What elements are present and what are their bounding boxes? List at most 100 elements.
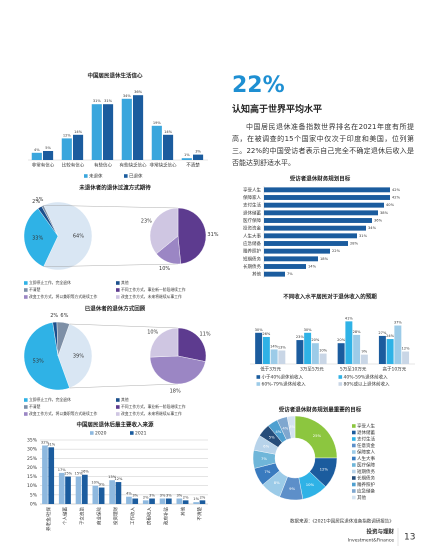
x-tick-label: 非常有信心 xyxy=(32,162,55,169)
value-label: 3% xyxy=(176,494,182,498)
bar xyxy=(319,353,327,364)
article: 22% 认知高于世界平均水平 中国居民退休准备指数世界排名在2021年度有所提高… xyxy=(232,74,414,169)
bar xyxy=(402,351,410,364)
legend-swatch xyxy=(352,469,356,474)
value-label: 3% xyxy=(149,494,155,498)
value-label: 64% xyxy=(73,234,84,240)
bar xyxy=(126,496,132,504)
y-tick-label: 15% xyxy=(27,474,38,480)
legend-label: 医疗保障 xyxy=(357,462,375,469)
bar xyxy=(121,98,132,160)
value-label: 10% xyxy=(306,482,315,487)
chart-title: 受访者退休财务规划目标 xyxy=(290,175,351,183)
bar xyxy=(264,210,378,216)
legend-label: 保障家人 xyxy=(357,449,375,456)
value-label: 9% xyxy=(289,486,295,491)
value-label: 16% xyxy=(81,470,90,474)
x-tick-label: 非常缺乏信心 xyxy=(150,162,177,169)
legend-swatch xyxy=(24,281,28,285)
bar xyxy=(43,151,54,160)
x-tick-label: 个人储蓄 xyxy=(62,507,69,525)
legend-swatch xyxy=(338,375,343,379)
bar xyxy=(132,498,139,504)
bar xyxy=(304,332,312,364)
y-tick-label: 赡养照护 xyxy=(243,248,261,255)
bar xyxy=(109,480,115,504)
legend-swatch xyxy=(352,430,356,435)
legend-swatch xyxy=(352,482,356,487)
value-label: 5% xyxy=(45,146,51,150)
bar xyxy=(31,152,42,160)
legend-swatch xyxy=(352,443,356,448)
legend-swatch xyxy=(24,398,28,402)
y-tick-label: 长期债务 xyxy=(243,263,261,270)
chart-title: 已退休者的退休方式回顾 xyxy=(85,305,146,313)
bar xyxy=(264,187,390,193)
legend-label: 立即停止工作，完全退休 xyxy=(29,397,71,402)
x-tick-label: 低于3万元 xyxy=(260,366,281,373)
heading: 认知高于世界平均水平 xyxy=(232,105,323,115)
connector xyxy=(69,323,179,329)
legend-label: 享受人生 xyxy=(357,423,375,430)
legend-swatch xyxy=(130,431,134,435)
x-tick-label: 养老金/社保 xyxy=(45,507,52,532)
value-label: 24% xyxy=(386,334,395,338)
legend-label: 40%-59%退休前收入 xyxy=(344,374,389,381)
value-label: 17% xyxy=(58,468,67,472)
bar xyxy=(58,472,65,504)
bar xyxy=(91,104,102,160)
y-tick-label: 短期债务 xyxy=(243,255,261,262)
value-label: 28% xyxy=(353,330,362,334)
bar xyxy=(394,325,402,364)
legend-label: 未退休 xyxy=(89,173,103,180)
value-label: 14% xyxy=(270,344,279,348)
value-label: 3% xyxy=(166,494,172,498)
stat: 22% xyxy=(232,73,285,98)
bar xyxy=(311,343,319,364)
value-label: 12% xyxy=(114,477,123,481)
x-tick-label: 不清楚 xyxy=(196,507,203,521)
value-label: 12% xyxy=(320,466,329,471)
value-label: 10% xyxy=(319,349,328,353)
body-text: 中国居民退休准备指数世界排名在2021年度有所提高，在被调查的15个国家中仅次于… xyxy=(232,123,414,167)
value-label: 6% xyxy=(263,444,269,449)
y-tick-label: 5% xyxy=(30,492,38,498)
bar xyxy=(92,485,99,504)
bar xyxy=(270,349,278,364)
value-label: 7% xyxy=(261,456,267,461)
value-label: 42% xyxy=(392,196,401,200)
value-label: 1% xyxy=(36,197,44,203)
bar xyxy=(264,256,318,262)
legend-label: 80%或以上退休前收入 xyxy=(344,381,391,388)
y-tick-label: 35% xyxy=(27,438,38,444)
value-label: 36% xyxy=(374,219,383,223)
pie-slice xyxy=(43,201,93,271)
y-tick-label: 投资资金 xyxy=(243,225,261,232)
value-label: 2% xyxy=(200,495,206,499)
x-tick-label: 其他 xyxy=(179,507,186,516)
legend-swatch xyxy=(116,288,120,292)
bar xyxy=(151,125,162,160)
bar xyxy=(360,354,368,364)
value-label: 12% xyxy=(63,133,72,137)
legend-swatch xyxy=(256,382,261,386)
value-label: 3% xyxy=(289,424,295,429)
bar xyxy=(98,487,105,504)
value-label: 9% xyxy=(99,483,105,487)
x-tick-label: 投资理财 xyxy=(112,507,119,525)
legend-swatch xyxy=(124,174,128,178)
value-label: 20% xyxy=(311,338,320,342)
value-label: 10% xyxy=(91,481,100,485)
legend-label: 不同工作方式，事业新一阶段继续工作 xyxy=(121,404,186,409)
y-tick-label: 医疗保障 xyxy=(243,217,261,224)
bar xyxy=(264,218,372,223)
value-label: 30% xyxy=(304,328,313,332)
bar xyxy=(264,195,390,200)
bar xyxy=(103,104,114,160)
bar xyxy=(163,134,174,160)
value-label: 4% xyxy=(282,426,288,431)
bar xyxy=(181,158,192,160)
bar xyxy=(82,474,88,504)
value-label: 14% xyxy=(308,265,317,269)
